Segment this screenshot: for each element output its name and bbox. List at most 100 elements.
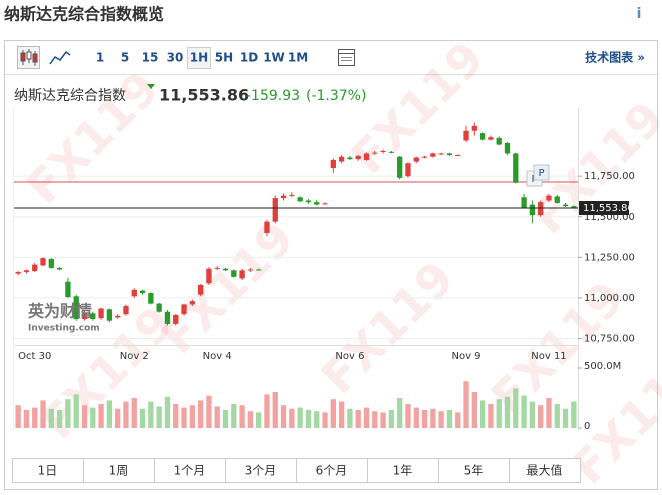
volume-bar [521, 395, 527, 428]
layout-icon[interactable] [338, 49, 355, 66]
candle-body [181, 304, 187, 315]
watermark: FX119 [16, 61, 169, 214]
watermark: FX119 [311, 251, 464, 404]
x-tick-label: Nov 4 [203, 351, 232, 362]
candle-body [56, 267, 63, 270]
interval-button[interactable]: 30 [167, 51, 184, 65]
candle-body [388, 151, 395, 153]
volume-bar [197, 400, 204, 428]
candle-body [189, 301, 195, 305]
volume-bar [397, 398, 403, 428]
candle-body [554, 196, 560, 203]
volume-bar [65, 399, 71, 428]
quote-change: -159.93 [246, 88, 300, 104]
volume-bar [181, 407, 187, 428]
candle-body [164, 311, 171, 324]
tech-chart-link[interactable]: 技术图表 » [585, 50, 645, 65]
interval-selected[interactable] [187, 47, 211, 69]
candle-body [90, 313, 96, 320]
logo-cn: 英为财情 [27, 302, 92, 321]
candle-body [289, 194, 295, 196]
candle-body [131, 289, 137, 297]
info-icon[interactable]: i [637, 6, 642, 22]
range-button[interactable]: 3个月 [245, 464, 277, 478]
volume-bar [405, 404, 411, 428]
candle-body [479, 133, 486, 140]
candle-body [173, 314, 179, 324]
interval-button[interactable]: 5H [215, 51, 233, 65]
interval-button[interactable]: 5 [121, 51, 129, 65]
candle-icon[interactable] [20, 49, 38, 66]
interval-button[interactable]: 1D [240, 51, 258, 65]
volume-bar [322, 412, 328, 428]
volume-bar [529, 401, 536, 428]
range-button[interactable]: 最大值 [526, 463, 562, 478]
candle-body [471, 125, 477, 131]
interval-button[interactable]: 1 [96, 51, 104, 65]
range-button[interactable]: 1周 [109, 464, 129, 478]
range-button[interactable]: 1年 [393, 464, 413, 478]
candle-body [247, 269, 254, 271]
line-icon[interactable] [49, 50, 71, 65]
candle-body [115, 315, 121, 318]
range-button[interactable]: 6个月 [316, 464, 348, 478]
candle-body [106, 309, 113, 321]
candle-body [272, 198, 278, 222]
widget-border [4, 40, 658, 490]
volume-bar [32, 407, 38, 428]
candle-body [73, 296, 79, 320]
volume-bar [562, 408, 569, 428]
candle-body [372, 152, 378, 154]
range-button[interactable]: 1日 [38, 464, 58, 478]
volume-bar [546, 398, 552, 428]
candle-body [206, 268, 212, 284]
candle-body [214, 267, 220, 269]
y2-tick-label: 500.0M [584, 361, 621, 372]
volume-bar [106, 400, 113, 428]
volume-bar [438, 411, 444, 428]
candle-body [330, 159, 336, 169]
volume-bar [15, 405, 21, 428]
interval-button[interactable]: 1W [263, 51, 285, 65]
candle-body [256, 269, 262, 271]
volume-bar [139, 408, 146, 428]
candle-body [496, 138, 502, 145]
volume-bar [471, 392, 477, 428]
annotation[interactable]: P [538, 168, 544, 179]
y-tick-label: 11,000.00 [584, 293, 635, 304]
x-tick-label: Oct 30 [18, 351, 51, 362]
volume-bar [455, 412, 461, 428]
candle-body [529, 204, 536, 216]
last-price-label: 11,553.86 [583, 203, 634, 214]
interval-button[interactable]: 1H [190, 51, 208, 65]
volume-bar [23, 410, 30, 428]
y-tick-label: 11,500.00 [584, 212, 635, 223]
volume-bar [264, 394, 270, 428]
range-button[interactable]: 5年 [464, 464, 484, 478]
range-button[interactable]: 1个月 [174, 464, 206, 478]
volume-bar [380, 412, 386, 428]
candle-body [363, 153, 370, 160]
interval-button[interactable]: 15 [142, 51, 159, 65]
volume-bar [538, 405, 544, 428]
annotation-box[interactable] [533, 164, 550, 181]
info-icon-bg[interactable] [630, 5, 648, 23]
candle-body [380, 151, 386, 153]
last-price-tag [579, 201, 629, 216]
x-tick-label: Nov 2 [120, 351, 149, 362]
candle-body [197, 284, 204, 295]
candle-body [139, 290, 146, 294]
x-tick-label: Nov 9 [451, 351, 480, 362]
volume-bar [446, 410, 453, 428]
volume-bar [81, 405, 88, 428]
volume-bar [156, 406, 162, 428]
candle-body [305, 200, 312, 203]
candle-body [148, 293, 154, 304]
y-tick-label: 11,250.00 [584, 252, 635, 263]
candle-body [239, 270, 245, 279]
interval-button[interactable]: 1M [288, 51, 308, 65]
candle-body [455, 155, 461, 157]
volume-bar [496, 399, 502, 428]
volume-bar [231, 404, 237, 428]
page-title: 纳斯达克综合指数概览 [4, 5, 164, 24]
